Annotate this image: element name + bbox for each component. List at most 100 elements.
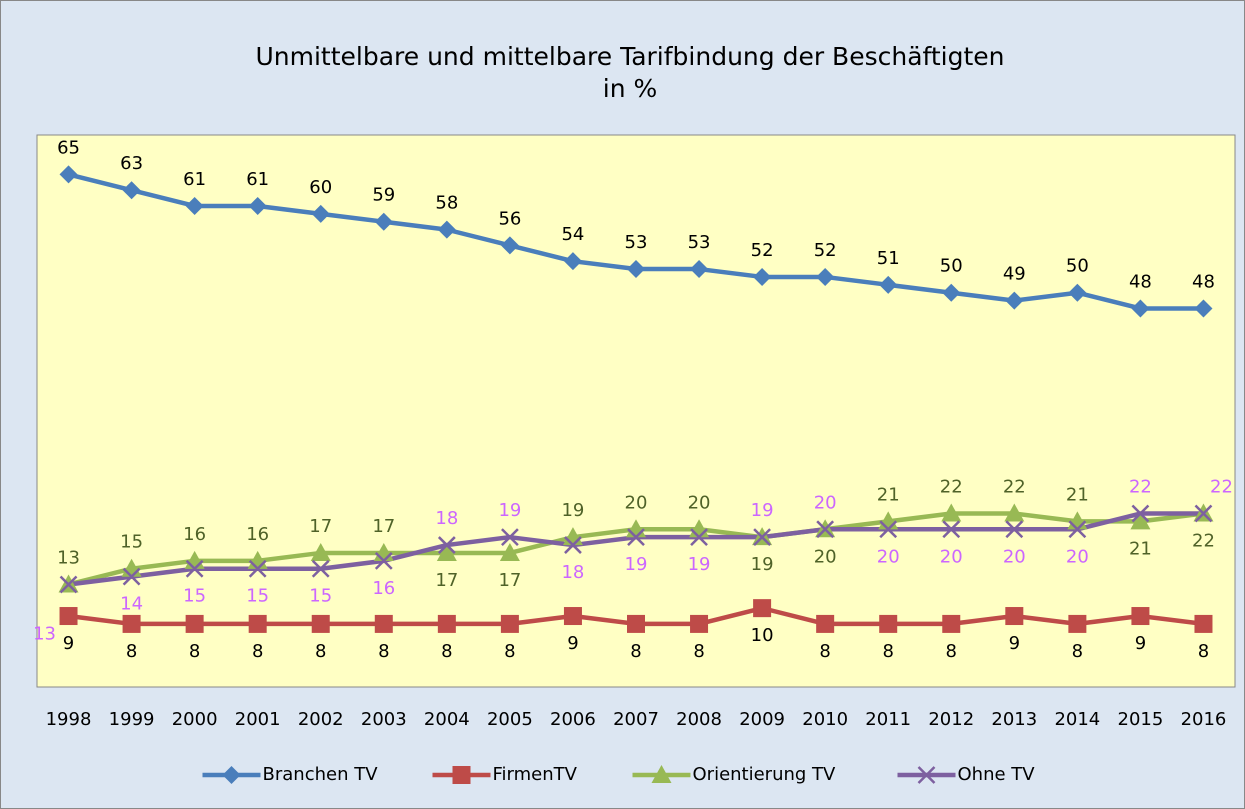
data-label: 51 xyxy=(877,248,900,269)
data-label: 22 xyxy=(1003,477,1026,498)
data-label: 19 xyxy=(498,500,521,521)
data-point xyxy=(690,260,709,279)
data-label: 8 xyxy=(315,641,326,662)
data-point xyxy=(1005,607,1024,626)
data-point xyxy=(1068,283,1087,302)
data-label: 16 xyxy=(183,524,206,545)
data-label: 22 xyxy=(1129,477,1152,498)
data-point xyxy=(1004,503,1025,522)
data-label: 59 xyxy=(372,185,395,206)
data-point xyxy=(310,542,331,561)
data-point xyxy=(501,528,519,547)
data-label: 16 xyxy=(246,524,269,545)
data-label: 20 xyxy=(1066,546,1089,567)
data-label: 9 xyxy=(567,633,578,654)
data-label: 63 xyxy=(120,153,143,174)
data-label: 52 xyxy=(814,240,837,261)
data-point xyxy=(1005,520,1024,539)
data-point xyxy=(1194,299,1213,318)
data-point xyxy=(248,196,267,215)
legend-marker xyxy=(917,766,936,784)
data-point xyxy=(500,236,519,255)
data-point xyxy=(753,267,772,286)
data-label: 8 xyxy=(946,641,957,662)
x-tick-label: 2003 xyxy=(361,709,407,730)
data-label: 20 xyxy=(625,492,648,513)
data-label: 17 xyxy=(309,516,332,537)
data-label: 61 xyxy=(246,169,269,190)
data-label: 9 xyxy=(1009,633,1020,654)
data-point xyxy=(690,614,709,633)
data-label: 56 xyxy=(498,208,521,229)
x-tick-label: 2005 xyxy=(487,709,533,730)
data-label: 18 xyxy=(435,508,458,529)
data-label: 22 xyxy=(1210,477,1233,498)
data-point xyxy=(1130,511,1151,530)
data-label: 15 xyxy=(246,586,269,607)
data-point xyxy=(59,607,78,626)
data-point xyxy=(1131,607,1150,626)
legend-marker xyxy=(452,766,471,784)
legend-marker xyxy=(651,765,672,783)
legend-marker xyxy=(222,766,241,784)
data-label: 15 xyxy=(309,586,332,607)
data-point xyxy=(1068,520,1087,539)
data-label: 65 xyxy=(57,137,80,158)
chart-title: Unmittelbare und mittelbare Tarifbindung… xyxy=(255,42,1004,71)
data-point xyxy=(59,165,78,184)
data-label: 8 xyxy=(189,641,200,662)
data-label: 60 xyxy=(309,177,332,198)
data-label: 8 xyxy=(1072,641,1083,662)
data-point xyxy=(942,520,961,539)
data-point xyxy=(374,551,393,570)
data-point xyxy=(374,614,393,633)
chart-subtitle: in % xyxy=(603,74,658,103)
x-tick-label: 2014 xyxy=(1054,709,1100,730)
data-label: 20 xyxy=(814,492,837,513)
x-tick-label: 2011 xyxy=(865,709,911,730)
x-tick-label: 2013 xyxy=(991,709,1037,730)
data-point xyxy=(185,196,204,215)
data-point xyxy=(437,220,456,239)
data-label: 8 xyxy=(504,641,515,662)
data-label: 15 xyxy=(183,586,206,607)
data-point xyxy=(816,614,835,633)
data-point xyxy=(1194,614,1213,633)
x-tick-label: 1999 xyxy=(109,709,155,730)
data-point xyxy=(879,520,898,539)
data-point xyxy=(499,542,520,561)
data-point xyxy=(248,614,267,633)
data-label: 48 xyxy=(1129,271,1152,292)
data-point xyxy=(563,252,582,271)
x-tick-label: 2000 xyxy=(172,709,218,730)
data-point xyxy=(436,542,457,561)
data-label: 22 xyxy=(1192,531,1215,552)
data-label: 19 xyxy=(751,554,774,575)
data-label: 21 xyxy=(1066,484,1089,505)
data-label: 15 xyxy=(120,532,143,553)
x-tick-label: 2015 xyxy=(1118,709,1164,730)
data-point xyxy=(311,204,330,223)
data-label: 19 xyxy=(561,500,584,521)
data-point xyxy=(1005,291,1024,310)
data-point xyxy=(879,614,898,633)
data-point xyxy=(690,528,708,547)
data-point xyxy=(627,528,645,547)
data-label: 8 xyxy=(630,641,641,662)
data-label: 52 xyxy=(751,240,774,261)
legend-label: FirmenTV xyxy=(493,764,578,785)
data-label: 16 xyxy=(372,578,395,599)
legend-label: Orientierung TV xyxy=(693,764,837,785)
data-point xyxy=(1194,504,1213,523)
data-point xyxy=(59,575,78,594)
x-tick-label: 2004 xyxy=(424,709,470,730)
data-label: 58 xyxy=(435,193,458,214)
data-label: 22 xyxy=(940,477,963,498)
data-label: 8 xyxy=(1198,641,1209,662)
data-label: 10 xyxy=(751,625,774,646)
data-point xyxy=(185,614,204,633)
x-tick-label: 2010 xyxy=(802,709,848,730)
data-label: 13 xyxy=(57,547,80,568)
data-point xyxy=(500,614,519,633)
x-tick-label: 2008 xyxy=(676,709,722,730)
